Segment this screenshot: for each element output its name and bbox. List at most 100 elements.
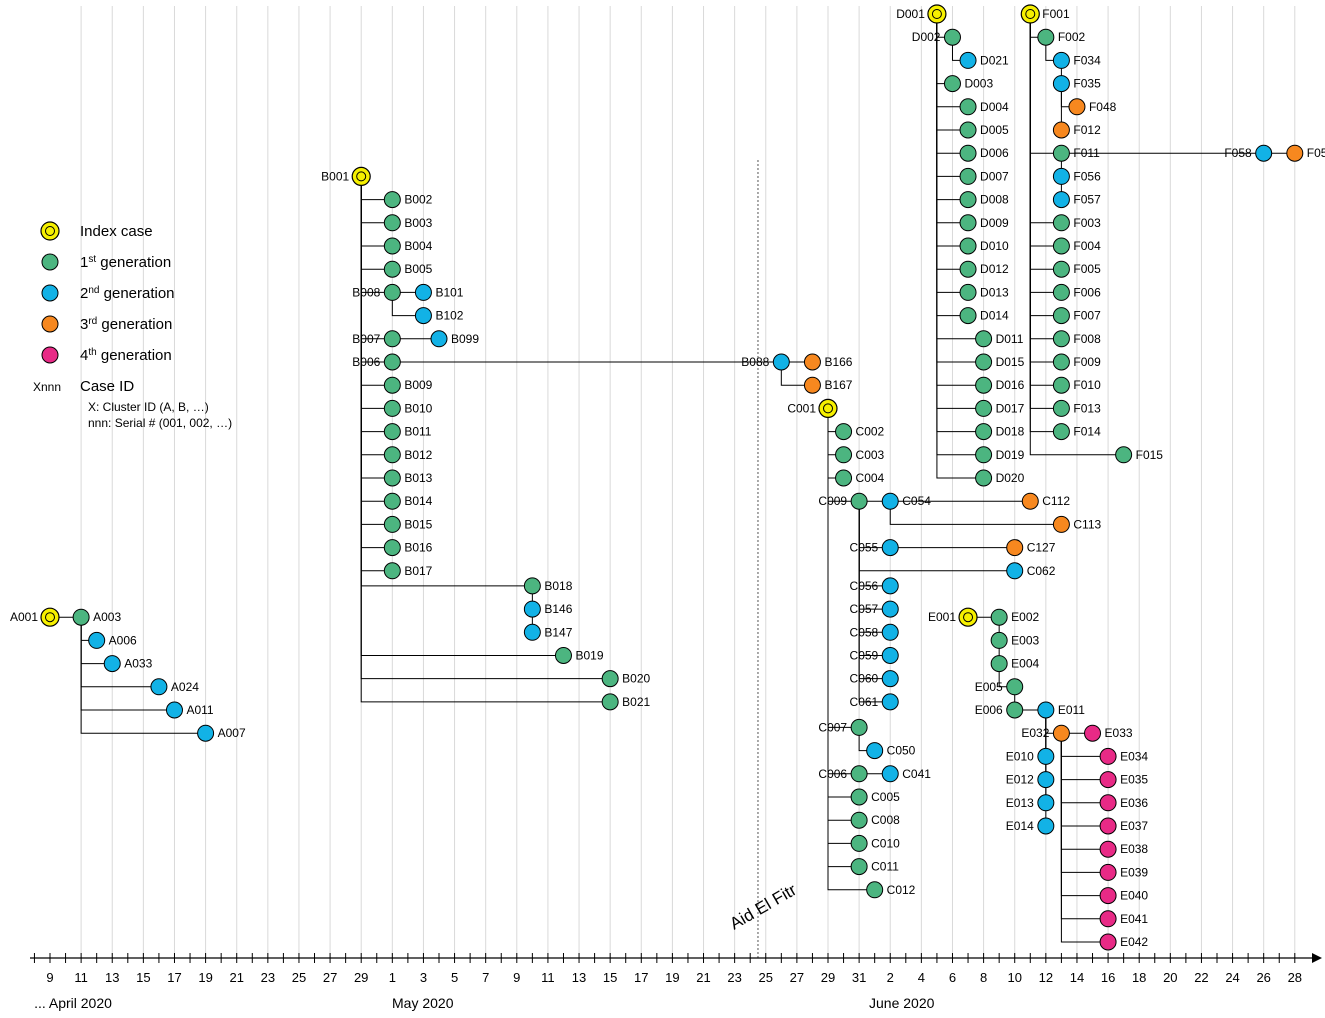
case-C002: C002 [835, 423, 885, 441]
link-D001-D003 [936, 14, 953, 85]
case-node-gen1 [383, 260, 401, 278]
case-B012: B012 [383, 446, 433, 464]
case-D015: D015 [975, 353, 1025, 371]
legend-item: 2nd generation [41, 284, 175, 302]
case-C050: C050 [866, 742, 916, 760]
case-C062: C062 [1006, 562, 1056, 580]
legend-label: 4th generation [80, 347, 172, 365]
case-label: B011 [404, 425, 431, 439]
case-label: D004 [980, 100, 1009, 114]
axis-tick-label: 19 [665, 970, 679, 985]
case-node-gen1 [850, 788, 868, 806]
axis-tick-label: 15 [136, 970, 150, 985]
case-E042: E042 [1099, 933, 1148, 951]
legend-label: 1st generation [80, 254, 171, 272]
legend-case-id-description: nnn: Serial # (001, 002, …) [88, 416, 232, 430]
case-node-gen1 [1052, 353, 1070, 371]
case-F013: F013 [1052, 399, 1101, 417]
axis-tick-label: 23 [261, 970, 275, 985]
case-node-gen4 [1099, 863, 1117, 881]
case-node-gen2 [414, 307, 432, 325]
case-D006: D006 [959, 144, 1009, 162]
case-E032: E032 [1021, 724, 1070, 742]
case-D004: D004 [959, 98, 1009, 116]
case-node-gen1 [1052, 144, 1070, 162]
legend-item: 1st generation [41, 253, 171, 272]
case-label: F011 [1073, 146, 1100, 160]
case-label: D016 [996, 378, 1025, 392]
case-node-gen2 [1052, 51, 1070, 69]
case-A001: A001 [10, 607, 60, 627]
case-E010: E010 [1006, 747, 1055, 765]
case-label: D018 [996, 425, 1025, 439]
case-E037: E037 [1099, 817, 1148, 835]
case-label: E032 [1021, 726, 1049, 740]
case-C112: C112 [1021, 492, 1070, 510]
case-label: B021 [622, 695, 650, 709]
link-D001-D017 [936, 14, 984, 409]
case-label: F002 [1058, 30, 1086, 44]
case-F003: F003 [1052, 214, 1101, 232]
case-node-gen1 [990, 655, 1008, 673]
case-label: C005 [871, 790, 900, 804]
case-node-gen1 [1052, 214, 1070, 232]
legend-case-id-key: Xnnn [33, 380, 61, 394]
case-C007: C007 [818, 718, 868, 736]
case-label: D002 [912, 30, 941, 44]
case-label: D021 [980, 53, 1009, 67]
case-label: C057 [850, 602, 879, 616]
case-node-gen1 [835, 446, 853, 464]
case-label: E006 [975, 703, 1003, 717]
case-label: C006 [818, 767, 847, 781]
case-C011: C011 [850, 858, 899, 876]
case-label: B006 [352, 355, 380, 369]
axis-tick-label: 20 [1163, 970, 1177, 985]
case-node-gen1 [959, 214, 977, 232]
case-label: F005 [1073, 262, 1101, 276]
axis-tick-label: 22 [1194, 970, 1208, 985]
case-label: E039 [1120, 865, 1148, 879]
case-node-gen3 [803, 376, 821, 394]
case-node-gen1 [975, 399, 993, 417]
case-node-gen2 [1037, 817, 1055, 835]
case-label: F015 [1136, 448, 1164, 462]
case-node-gen3 [1068, 98, 1086, 116]
axis-tick-label: 23 [727, 970, 741, 985]
case-label: C009 [818, 494, 847, 508]
case-label: A006 [109, 633, 137, 647]
case-label: D008 [980, 193, 1009, 207]
case-label: C010 [871, 836, 900, 850]
link-D001-D020 [936, 14, 984, 479]
link-F001-F015 [1029, 14, 1124, 456]
case-C057: C057 [850, 600, 899, 618]
case-C004: C004 [835, 469, 885, 487]
case-node-gen1 [1052, 423, 1070, 441]
case-label: E010 [1006, 749, 1034, 763]
axis-tick-label: 18 [1132, 970, 1146, 985]
axis-tick-label: 21 [229, 970, 243, 985]
case-label: F048 [1089, 100, 1117, 114]
case-label: C056 [850, 579, 879, 593]
case-node-gen3 [1052, 515, 1070, 533]
case-node-gen2 [881, 623, 899, 641]
link-A003-A007 [80, 617, 206, 734]
case-node-gen1 [850, 718, 868, 736]
case-label: D006 [980, 146, 1009, 160]
case-C060: C060 [850, 670, 899, 688]
case-label: D013 [980, 285, 1009, 299]
case-F035: F035 [1052, 75, 1101, 93]
case-label: B002 [404, 193, 432, 207]
case-node-gen3 [803, 353, 821, 371]
case-label: B166 [824, 355, 852, 369]
aid-el-fitr-label: Aid El Fitr [726, 880, 800, 933]
case-B016: B016 [383, 539, 433, 557]
case-node-gen2 [1037, 701, 1055, 719]
case-B014: B014 [383, 492, 433, 510]
case-E006: E006 [975, 701, 1024, 719]
index-case-inner [823, 403, 833, 414]
case-label: E037 [1120, 819, 1148, 833]
axis-tick-label: 11 [74, 970, 88, 985]
case-label: C012 [887, 883, 916, 897]
axis-tick-label: 21 [696, 970, 710, 985]
